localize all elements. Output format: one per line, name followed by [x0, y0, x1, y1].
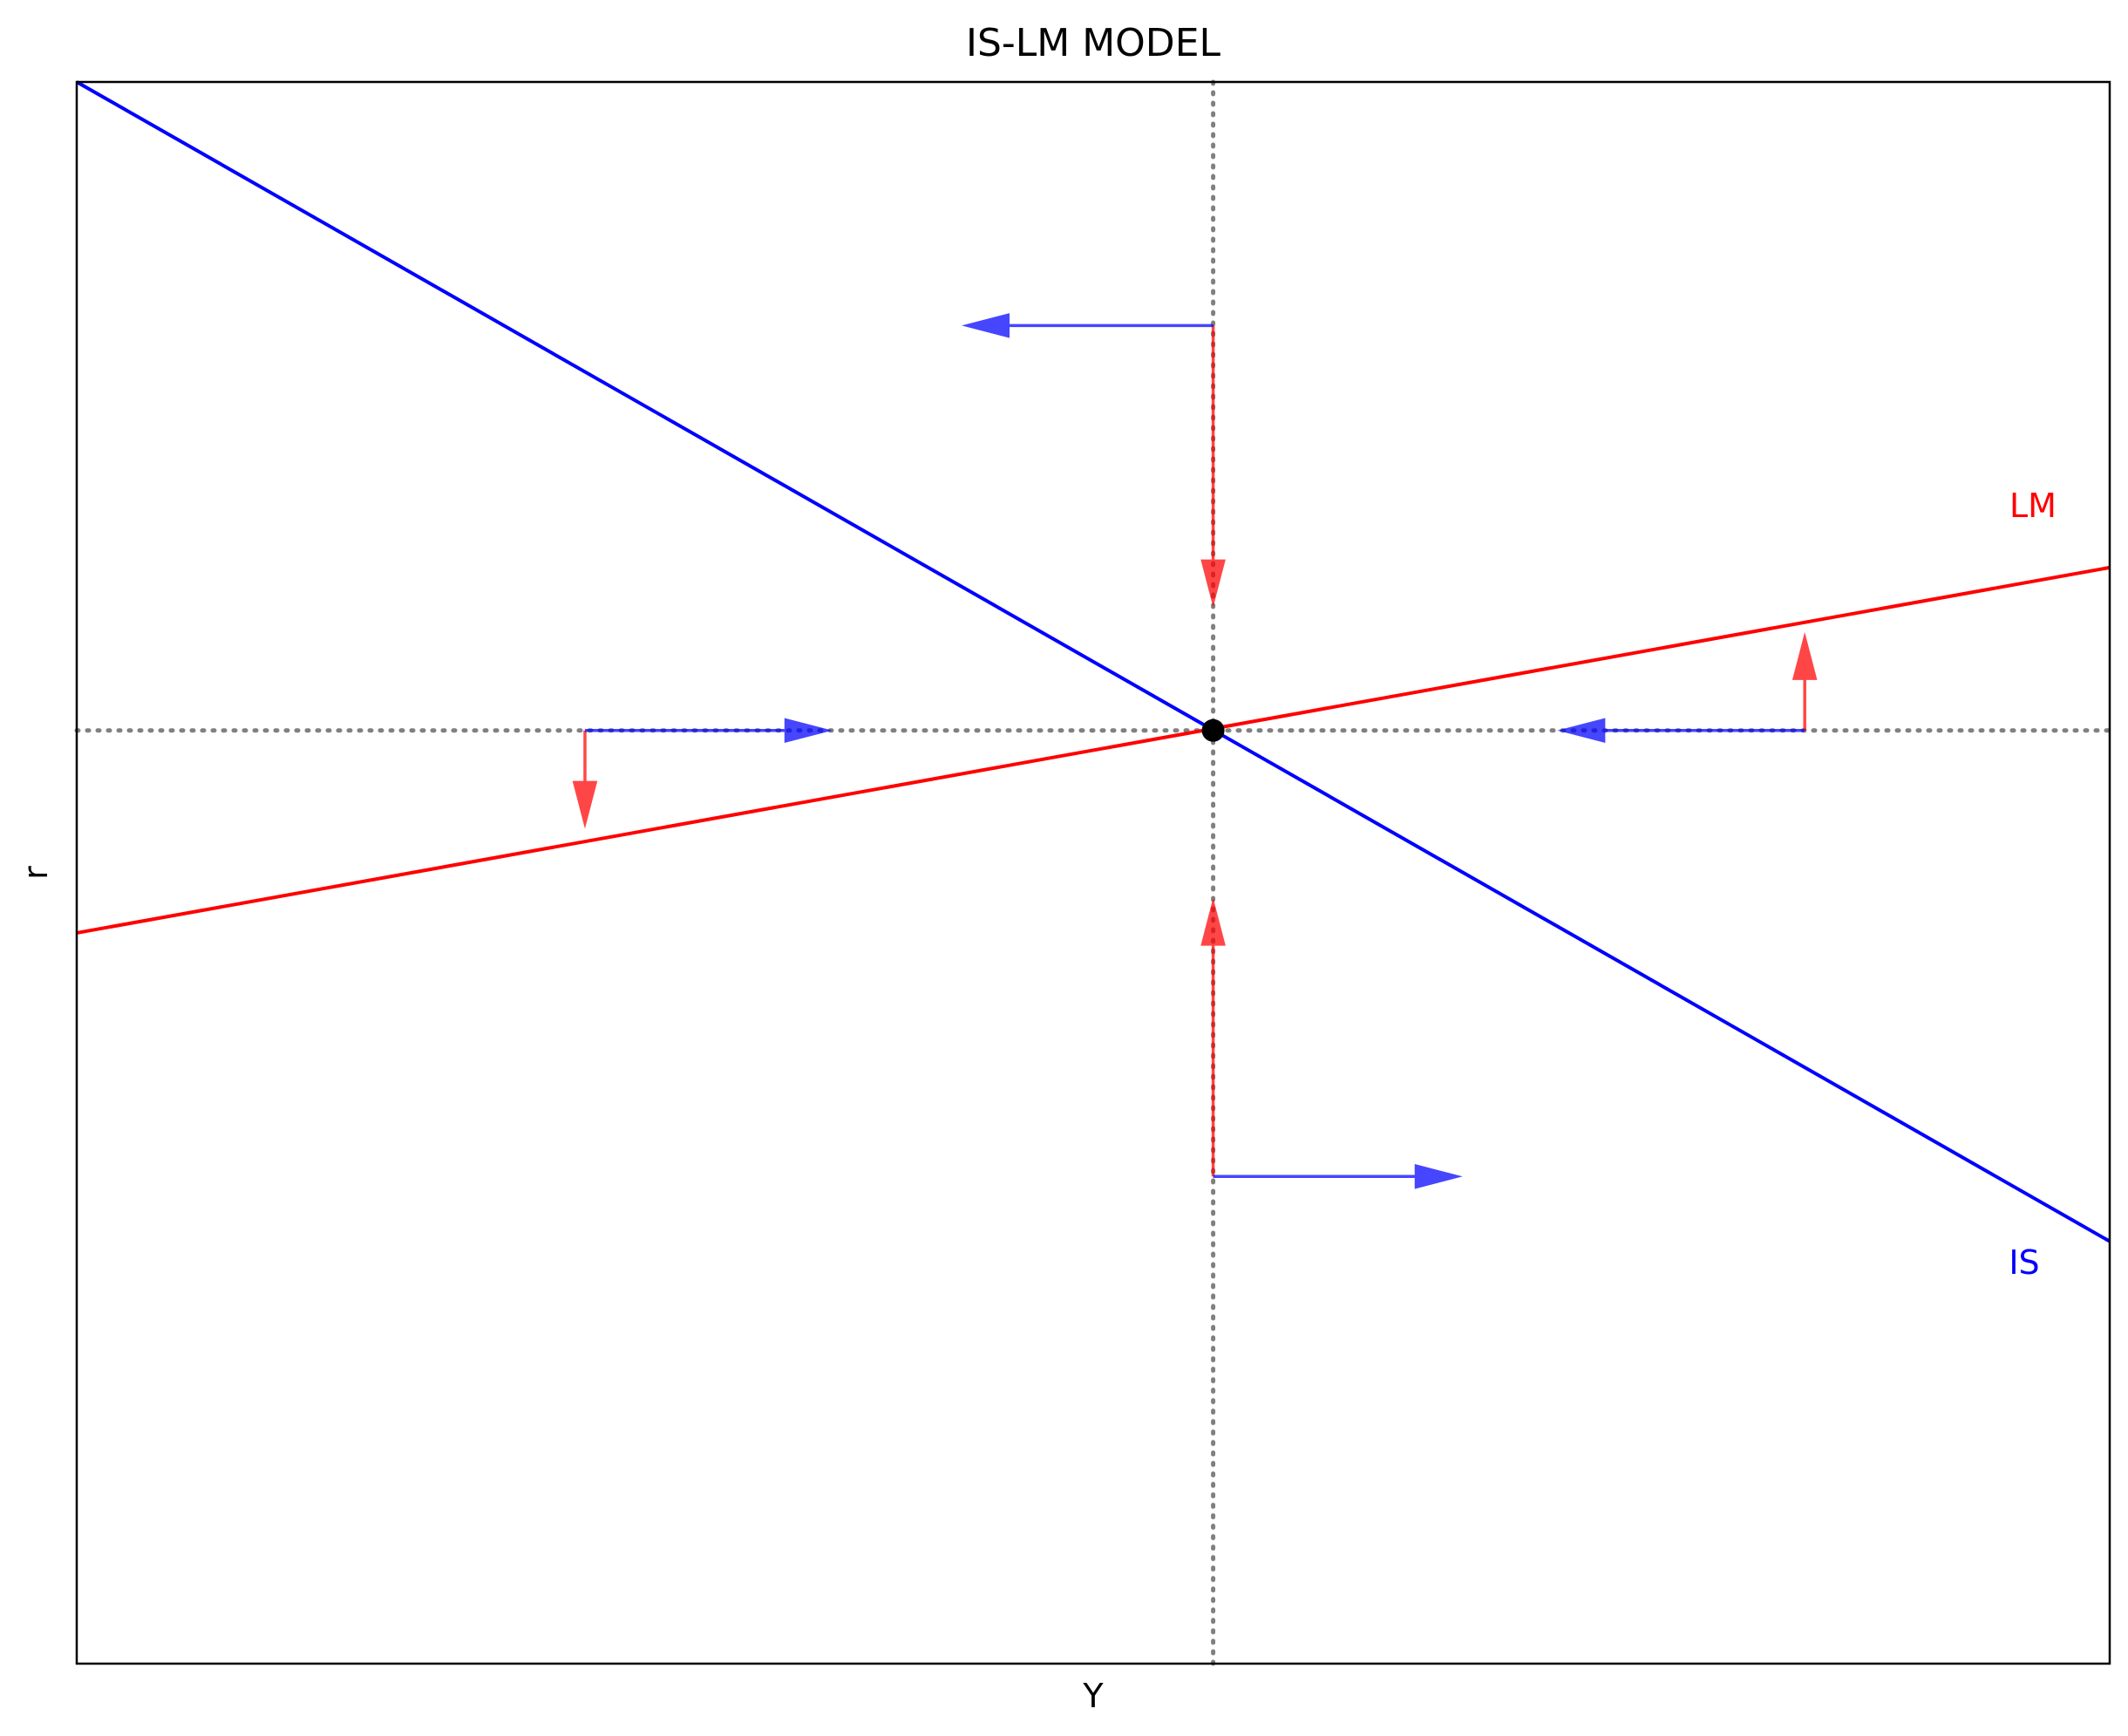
blue-arrow-head [1414, 1163, 1463, 1189]
red-arrow [572, 730, 598, 829]
red-arrow [1791, 631, 1818, 731]
arrows-layer [572, 313, 1818, 1189]
chart-title: IS-LM MODEL [966, 21, 1221, 65]
is-curve-label: IS [2009, 1243, 2039, 1282]
y-axis-label: r [17, 866, 55, 880]
blue-arrow [1213, 1163, 1463, 1189]
blue-arrow [962, 313, 1214, 338]
blue-arrow-head [784, 718, 833, 744]
blue-arrow [585, 718, 833, 744]
red-arrow-head [572, 780, 598, 829]
lm-curve [76, 565, 2111, 935]
red-arrow-head [1791, 631, 1818, 680]
red-arrow-head [1200, 897, 1226, 946]
is-curve [76, 80, 2111, 1243]
blue-arrow-head [962, 313, 1010, 338]
plot-frame [75, 80, 2111, 1665]
blue-arrow [1557, 718, 1805, 744]
points-layer [1201, 718, 1225, 742]
equilibrium-point [1201, 718, 1225, 742]
red-arrow [1200, 897, 1226, 1177]
blue-arrow-head [1557, 718, 1606, 744]
lm-curve-label: LM [2009, 487, 2057, 525]
red-arrow-head [1200, 559, 1226, 608]
x-axis-label: Y [1082, 1677, 1104, 1715]
lines-layer [76, 80, 2111, 1243]
red-arrow [1200, 325, 1226, 608]
